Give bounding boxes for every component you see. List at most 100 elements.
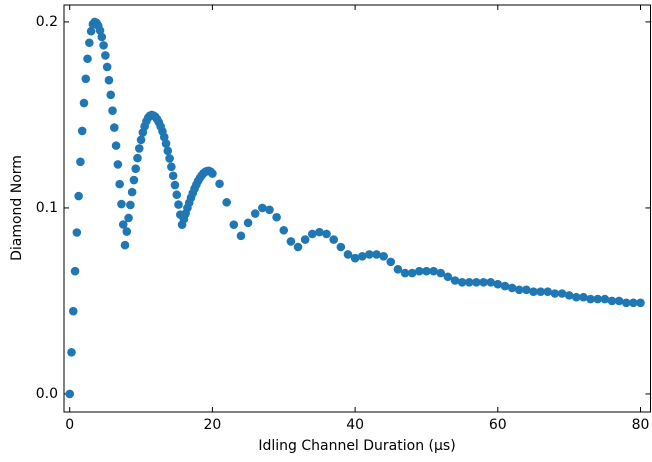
scatter-point	[307, 229, 317, 239]
scatter-point	[400, 268, 410, 278]
scatter-point	[111, 141, 121, 150]
x-tick-label: 0	[65, 417, 74, 433]
scatter-point	[74, 191, 83, 201]
scatter-point	[357, 252, 367, 261]
scatter-point	[168, 171, 178, 181]
scatter-point	[131, 164, 141, 173]
scatter-point	[529, 287, 538, 296]
scatter-point	[629, 298, 638, 308]
x-tick-label: 20	[203, 417, 221, 433]
scatter-point	[167, 162, 176, 172]
scatter-point	[68, 306, 78, 316]
scatter-point	[464, 278, 474, 287]
scatter-point	[607, 296, 617, 306]
scatter-point	[77, 126, 87, 136]
scatter-point	[422, 266, 431, 276]
scatter-point	[136, 135, 146, 145]
scatter-point	[165, 154, 174, 163]
scatter-point	[372, 250, 381, 259]
scatter-point	[379, 252, 388, 261]
scatter-point	[557, 289, 567, 298]
scatter-point	[393, 265, 403, 274]
scatter-point	[81, 74, 91, 84]
scatter-point	[127, 187, 137, 197]
scatter-point	[101, 51, 110, 60]
scatter-point	[161, 139, 171, 148]
scatter-point	[429, 266, 438, 276]
scatter-point	[65, 389, 75, 399]
scatter-point	[300, 235, 310, 244]
scatter-point	[106, 90, 116, 100]
scatter-point	[614, 296, 624, 306]
scatter-point	[243, 218, 253, 228]
scatter-point	[120, 240, 130, 250]
scatter-point	[229, 220, 239, 229]
scatter-point	[236, 231, 246, 241]
scatter-point	[83, 54, 92, 64]
scatter-point	[110, 123, 119, 132]
plot-frame	[63, 4, 651, 413]
scatter-point	[579, 292, 588, 302]
scatter-point	[104, 75, 114, 85]
scatter-point	[124, 213, 133, 223]
scatter-point	[621, 298, 631, 308]
x-tick-label: 60	[489, 417, 507, 433]
scatter-point	[550, 289, 560, 298]
scatter-point	[129, 175, 139, 185]
scatter-point	[343, 250, 353, 259]
scatter-point	[97, 32, 107, 42]
scatter-point	[600, 294, 610, 304]
scatter-point	[500, 281, 510, 291]
scatter-point	[586, 294, 595, 304]
scatter-point	[208, 169, 217, 178]
scatter-point	[415, 266, 424, 276]
scatter-point	[163, 146, 173, 156]
y-axis-label: Diamond Norm	[9, 155, 25, 261]
scatter-point	[472, 278, 481, 287]
scatter-point	[108, 106, 117, 115]
scatter-point	[514, 285, 524, 295]
scatter-point	[571, 292, 581, 302]
scatter-point	[117, 199, 126, 209]
scatter-point	[293, 242, 303, 252]
scatter-point	[407, 268, 417, 278]
scatter-point	[522, 285, 531, 295]
y-tick-label: 0.2	[36, 14, 58, 30]
scatter-point	[493, 279, 503, 289]
scatter-point	[172, 190, 182, 200]
scatter-point	[286, 237, 296, 246]
scatter-point	[336, 242, 346, 252]
scatter-point	[70, 266, 80, 276]
scatter-point	[126, 200, 135, 210]
scatter-point	[436, 268, 446, 278]
scatter-point	[457, 278, 467, 287]
scatter-point	[79, 98, 89, 108]
scatter-point	[159, 132, 169, 142]
scatter-point	[86, 26, 96, 36]
scatter-point	[170, 180, 180, 190]
x-axis-label: Idling Channel Duration (μs)	[258, 438, 455, 454]
scatter-point	[222, 198, 231, 207]
y-tick-label: 0.1	[36, 200, 58, 216]
scatter-point	[443, 272, 453, 282]
scatter-point	[636, 298, 645, 308]
scatter-point	[265, 205, 274, 215]
scatter-point	[593, 294, 603, 304]
scatter-point	[95, 26, 105, 35]
scatter-point	[76, 157, 85, 167]
scatter-point	[85, 38, 94, 48]
x-tick-label: 80	[632, 417, 650, 433]
scatter-point	[258, 203, 267, 213]
scatter-point	[507, 283, 517, 293]
scatter-point	[322, 229, 331, 239]
scatter-point	[479, 278, 488, 287]
scatter-point	[134, 144, 144, 153]
scatter-point	[350, 253, 360, 263]
scatter-point	[174, 200, 183, 209]
scatter-point	[315, 227, 324, 237]
scatter-point	[450, 276, 460, 285]
scatter-point	[122, 227, 132, 236]
scatter-point	[67, 347, 76, 357]
